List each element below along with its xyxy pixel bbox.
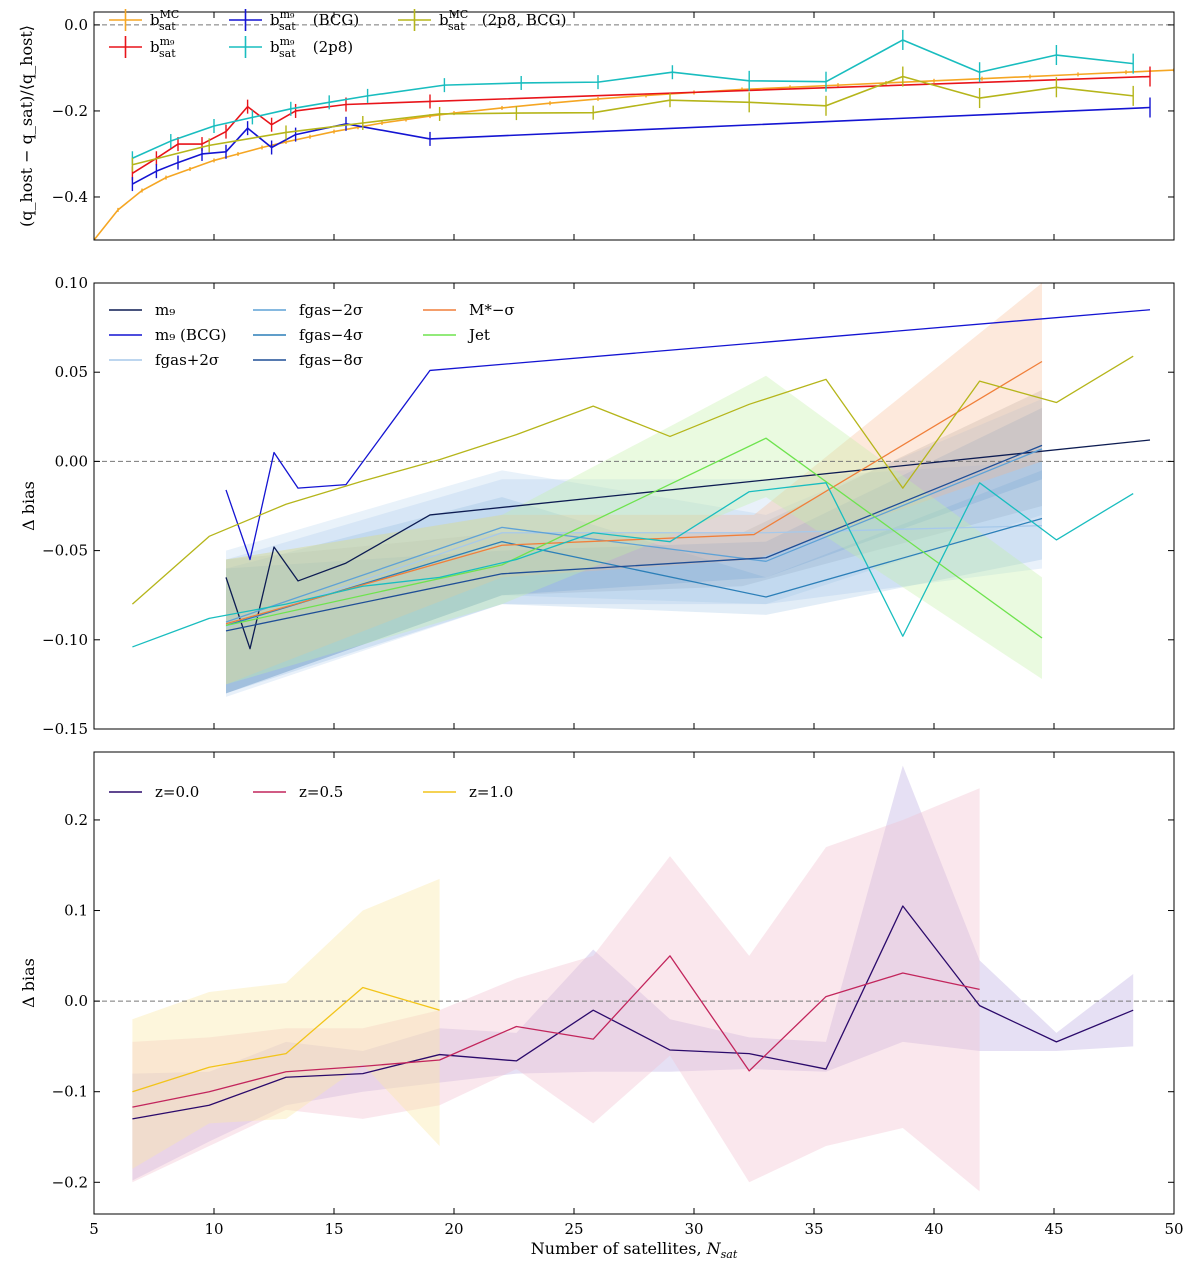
top-legend-b-sat-m9-2p8-label: bm₉ sat (2p8) [270,35,353,60]
bottom-series-z-1-0 [132,986,440,1093]
bottom-y-tick-label: 0.0 [64,992,88,1010]
top-legend-b-sat-mc-2p8-bcg-label: bMC sat (2p8, BCG) [439,8,566,33]
panel-middle-legend: m₉ m₉ (BCG) fgas+2σ fgas−2σ fgas−4σ fgas−8σ M*… [109,301,515,369]
middle-legend-fgas-4-label: fgas−4σ [299,326,363,344]
panel-bottom-series [132,905,1134,1120]
middle-series-m [225,360,1043,625]
panel-bottom-y-axis-label: Δ bias [19,958,38,1008]
middle-band-m [226,283,1042,685]
bottom-legend-z-1-0-label: z=1.0 [469,783,513,801]
bottom-legend-z-0-0-label: z=0.0 [155,783,199,801]
bottom-y-tick-label: −0.2 [52,1173,88,1191]
top-legend-b-sat-m9-bcg-label: bm₉ sat (BCG) [270,8,359,33]
top-legend-b-sat-m9-label: bm₉ sat [150,35,176,60]
middle-series-jet [225,437,1043,639]
bottom-x-tick-label: 45 [1044,1220,1063,1238]
bottom-series-z-0-0 [132,905,1134,1120]
middle-band-fgas-2 [226,398,1042,694]
middle-series-m-bcg [225,309,1151,561]
bottom-legend-z-0-5-label: z=0.5 [299,783,343,801]
middle-series-2p8 [132,482,1134,648]
panel-bottom-bands [132,765,1134,1192]
middle-band-fgas-2 [226,461,1042,697]
middle-legend-m-label: M*−σ [469,301,515,319]
bottom-x-tick-label: 10 [204,1220,223,1238]
bottom-x-tick-label: 15 [324,1220,343,1238]
middle-band-m [226,390,1042,694]
middle-y-tick-label: 0.05 [55,363,88,381]
panel-top-frame [93,11,1175,241]
bottom-x-tick-label: 50 [1164,1220,1183,1238]
top-y-tick-label: −0.2 [52,102,88,120]
middle-series-m [225,439,1151,650]
middle-legend-m-label: m₉ [155,301,175,319]
middle-series-fgas-4 [225,517,1043,627]
middle-band-jet [226,375,1042,685]
middle-band-fgas-4 [226,470,1042,694]
panel-middle-frame [93,282,1175,730]
panel-top-ticks: 0.0 −0.2 −0.4 [52,12,1175,240]
middle-y-tick-label: −0.10 [42,631,88,649]
bottom-band-z-0-5 [132,788,980,1192]
bottom-series-z-0-5 [132,955,980,1108]
panel-top: 0.0 −0.2 −0.4 (q_host − q_sat)/⟨q_host⟩ bM… [17,8,1175,241]
bottom-y-tick-label: 0.1 [64,902,88,920]
middle-series-fgas-2 [225,448,1043,623]
bottom-x-tick-label: 40 [924,1220,943,1238]
panel-middle-ticks: −0.15 −0.10 −0.05 0.00 0.05 0.10 [42,274,1175,738]
middle-series-fgas-8 [225,444,1043,632]
middle-legend-fgas-2-label: fgas+2σ [155,351,219,369]
top-series-b-sat-mc-2p8-bcg [132,75,1134,166]
bottom-y-tick-label: −0.1 [52,1083,88,1101]
middle-y-tick-label: 0.00 [55,452,88,470]
panel-middle-bands [226,283,1042,697]
panel-middle-series [131,309,1151,650]
panel-bottom-ticks: −0.2 −0.1 0.0 0.1 0.2 5 10 15 20 25 30 35 40 45 50 [52,752,1184,1238]
x-axis-label: Number of satellites, Nsat [531,1239,738,1261]
middle-series-fgas-2 [225,524,1043,628]
bottom-x-tick-label: 5 [89,1220,99,1238]
middle-y-tick-label: −0.05 [42,542,88,560]
top-y-tick-label: 0.0 [64,16,88,34]
bottom-x-tick-label: 35 [804,1220,823,1238]
middle-legend-fgas-2-label: fgas−2σ [299,301,363,319]
bottom-x-tick-label: 30 [684,1220,703,1238]
panel-middle-y-axis-label: Δ bias [19,481,38,531]
bottom-band-z-1-0 [132,878,440,1169]
middle-series-2p8-bcg [131,355,1134,605]
bottom-y-tick-label: 0.2 [64,811,88,829]
middle-band-fgas-8 [226,407,1042,694]
panel-top-series [94,29,1174,240]
middle-legend-m-bcg-label: m₉ (BCG) [155,326,226,344]
middle-y-tick-label: −0.15 [42,720,88,738]
panel-middle: −0.15 −0.10 −0.05 0.00 0.05 0.10 Δ bias m₉ m₉ … [19,274,1175,738]
middle-legend-fgas-8-label: fgas−8σ [299,351,363,369]
top-y-tick-label: −0.4 [52,188,88,206]
bottom-x-tick-label: 20 [444,1220,463,1238]
bottom-band-z-0-0 [132,765,1134,1181]
panel-bottom: −0.2 −0.1 0.0 0.1 0.2 5 10 15 20 25 30 35 40 45 50 Δ b… [19,751,1184,1261]
panel-bottom-legend: z=0.0 z=0.5 z=1.0 [109,783,513,801]
middle-y-tick-label: 0.10 [55,274,88,292]
panel-top-y-axis-label: (q_host − q_sat)/⟨q_host⟩ [17,25,36,227]
middle-legend-jet-label: Jet [467,326,490,344]
top-legend-b-sat-mc-label: bMC sat [150,8,179,33]
panel-bottom-frame [93,751,1175,1215]
bottom-x-tick-label: 25 [564,1220,583,1238]
